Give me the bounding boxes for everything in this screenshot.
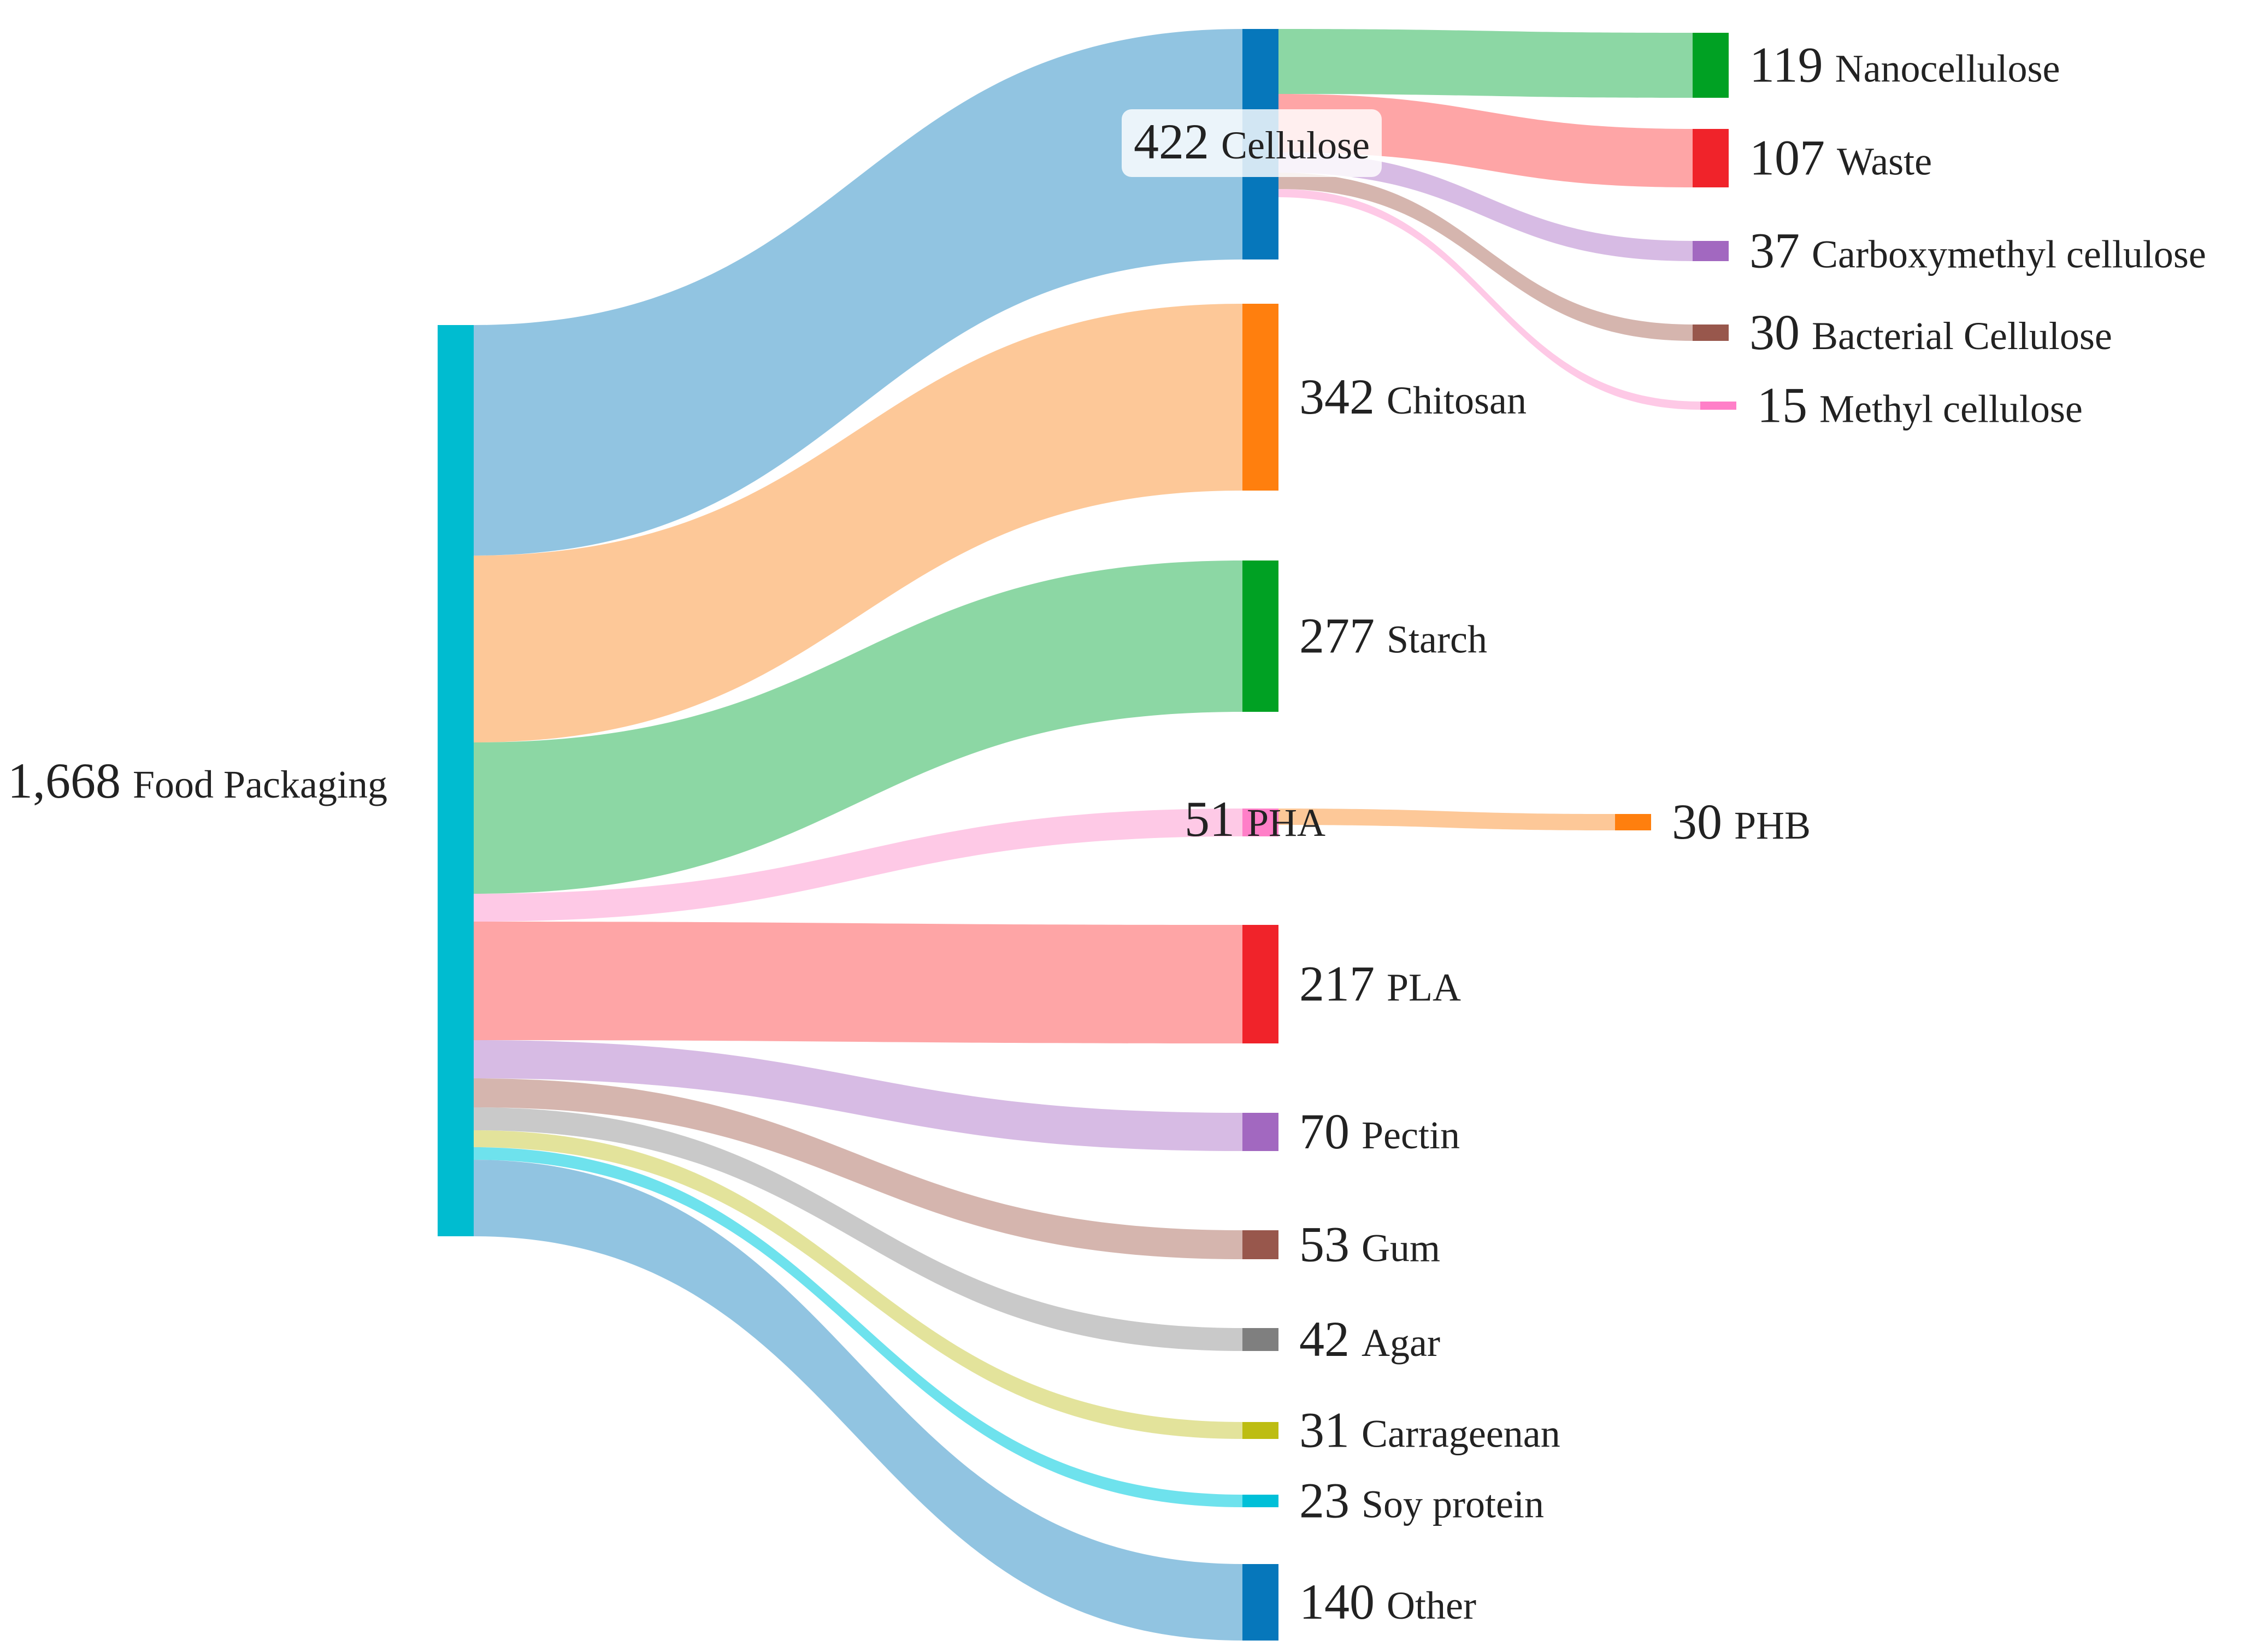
sub-label-waste: 107 Waste	[1749, 130, 1932, 186]
link-food-packaging-pha	[474, 809, 1242, 922]
node-carrageenan	[1242, 1422, 1278, 1439]
node-waste	[1693, 129, 1729, 187]
node-pla	[1242, 925, 1278, 1043]
link-food-packaging-pla	[474, 922, 1242, 1043]
sankey-labels: 1,668 Food Packaging 422 Cellulose 342 Chitos…	[8, 37, 2206, 1630]
link-food-packaging-agar	[474, 1107, 1242, 1351]
node-chitosan	[1242, 304, 1278, 491]
material-label-starch: 277 Starch	[1299, 608, 1487, 664]
material-label-pha: 51 PHA	[1185, 791, 1325, 847]
link-food-packaging-gum	[474, 1078, 1242, 1259]
label-box-cellulose	[1122, 109, 1382, 177]
node-cmc	[1693, 241, 1729, 261]
sub-label-bacterial_cellulose: 30 Bacterial Cellulose	[1749, 304, 2112, 360]
sub-label-cmc: 37 Carboxymethyl cellulose	[1749, 223, 2206, 279]
node-soy_protein	[1242, 1495, 1278, 1507]
node-phb	[1615, 814, 1651, 830]
node-food-packaging	[438, 325, 474, 1236]
node-pectin	[1242, 1113, 1278, 1151]
node-bacterial_cellulose	[1693, 324, 1729, 341]
material-label-carrageenan: 31 Carrageenan	[1299, 1402, 1560, 1458]
link-food-packaging-cellulose	[474, 29, 1242, 556]
link-food-packaging-other	[474, 1160, 1242, 1641]
sub-label-nanocellulose: 119 Nanocellulose	[1749, 37, 2060, 93]
node-starch	[1242, 560, 1278, 712]
root-label-food_packaging: 1,668 Food Packaging	[8, 753, 387, 809]
link-food-packaging-chitosan	[474, 304, 1242, 742]
link-food-packaging-soy_protein	[474, 1147, 1242, 1507]
link-cellulose-methyl_cellulose	[1278, 189, 1700, 410]
material-label-pectin: 70 Pectin	[1299, 1104, 1460, 1159]
material-label-agar: 42 Agar	[1299, 1311, 1440, 1367]
node-methyl_cellulose	[1700, 402, 1736, 410]
node-pha	[1242, 809, 1278, 836]
link-food-packaging-carrageenan	[474, 1130, 1242, 1439]
link-cellulose-waste	[1278, 94, 1693, 187]
material-label-gum: 53 Gum	[1299, 1217, 1440, 1272]
material-label-cellulose: 422 Cellulose	[1134, 114, 1370, 169]
sub-label-phb: 30 PHB	[1672, 794, 1811, 849]
link-pha-phb	[1278, 809, 1615, 830]
link-food-packaging-starch	[474, 560, 1242, 894]
node-nanocellulose	[1693, 33, 1729, 98]
link-cellulose-bacterial_cellulose	[1278, 173, 1693, 341]
node-other	[1242, 1564, 1278, 1641]
material-label-pla: 217 PLA	[1299, 956, 1461, 1012]
node-agar	[1242, 1328, 1278, 1351]
link-cellulose-nanocellulose	[1278, 29, 1693, 98]
material-label-chitosan: 342 Chitosan	[1299, 369, 1527, 424]
material-label-other: 140 Other	[1299, 1574, 1476, 1630]
node-gum	[1242, 1230, 1278, 1259]
sankey-links	[474, 29, 1700, 1641]
link-food-packaging-pectin	[474, 1040, 1242, 1151]
sub-label-methyl_cellulose: 15 Methyl cellulose	[1757, 377, 2083, 433]
link-cellulose-cmc	[1278, 152, 1693, 261]
material-label-soy_protein: 23 Soy protein	[1299, 1473, 1544, 1529]
